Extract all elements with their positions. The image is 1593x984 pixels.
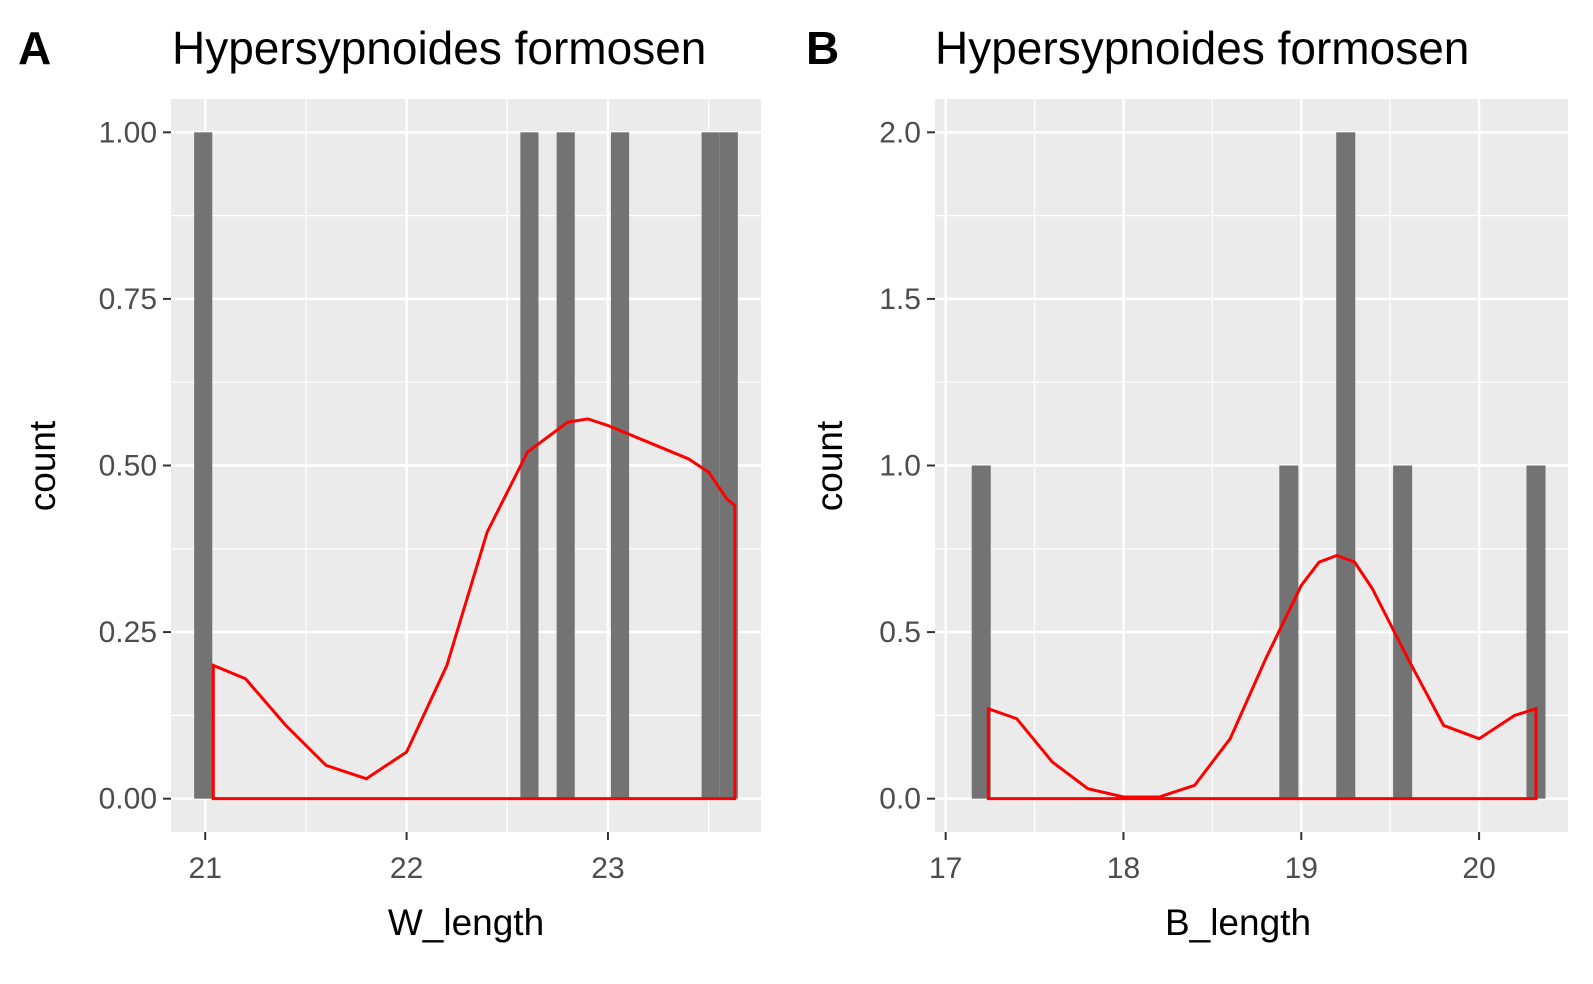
panel-a-tag: A (18, 22, 51, 74)
y-tick-label: 0.5 (879, 616, 921, 649)
panel-a-y-axis-title: count (22, 420, 63, 511)
panel-a-y-axis: 0.00 0.25 0.50 0.75 1.00 (99, 116, 171, 816)
x-tick-label: 20 (1462, 852, 1495, 885)
histogram-bar (520, 132, 539, 799)
histogram-bar (701, 132, 720, 799)
histogram-bar (1279, 465, 1299, 799)
histogram-bar (971, 465, 991, 799)
panel-b-bars (971, 132, 1546, 799)
histogram-bar (610, 132, 630, 799)
y-tick-label: 1.0 (879, 450, 921, 483)
histogram-bar (194, 132, 213, 799)
panel-a-x-axis-title: W_length (388, 902, 544, 943)
y-tick-label: 0.75 (99, 283, 157, 316)
panel-b-y-axis-title: count (809, 420, 850, 511)
x-tick-label: 18 (1107, 852, 1140, 885)
panel-a-bars (194, 132, 738, 799)
y-tick-label: 0.00 (99, 783, 157, 816)
x-tick-label: 19 (1285, 852, 1318, 885)
x-tick-label: 22 (390, 852, 423, 885)
y-tick-label: 0.0 (879, 783, 921, 816)
panel-b-x-axis: 17 18 19 20 (929, 832, 1496, 885)
panel-a-density-curve (211, 417, 737, 801)
y-tick-label: 0.50 (99, 450, 157, 483)
panel-a: A Hypersypnoides formosen 0.000.250.500.… (18, 22, 761, 943)
histogram-bar (556, 132, 575, 799)
panel-b-gridlines (935, 99, 1568, 832)
panel-a-title: Hypersypnoides formosen (172, 22, 706, 74)
histogram-bar (1336, 132, 1356, 799)
y-tick-label: 1.00 (99, 116, 157, 149)
panel-a-x-axis: 21 22 23 (189, 832, 625, 885)
panel-b-title: Hypersypnoides formosen (935, 22, 1469, 74)
histogram-bar (1526, 465, 1546, 799)
y-tick-label: 2.0 (879, 116, 921, 149)
panel-b-density-curve (986, 553, 1538, 801)
histogram-bar (719, 132, 738, 799)
x-tick-label: 23 (591, 852, 624, 885)
histogram-bar (1393, 465, 1413, 799)
panel-b-x-axis-title: B_length (1165, 902, 1311, 943)
panel-b: B Hypersypnoides formosen 0.0 0.5 1.0 1.5 2.… (806, 22, 1568, 943)
x-tick-label: 17 (929, 852, 962, 885)
panel-b-y-axis: 0.0 0.5 1.0 1.5 2.0 (879, 116, 935, 816)
y-tick-label: 0.25 (99, 616, 157, 649)
y-tick-label: 1.5 (879, 283, 921, 316)
x-tick-label: 21 (189, 852, 222, 885)
panel-b-tag: B (806, 22, 839, 74)
